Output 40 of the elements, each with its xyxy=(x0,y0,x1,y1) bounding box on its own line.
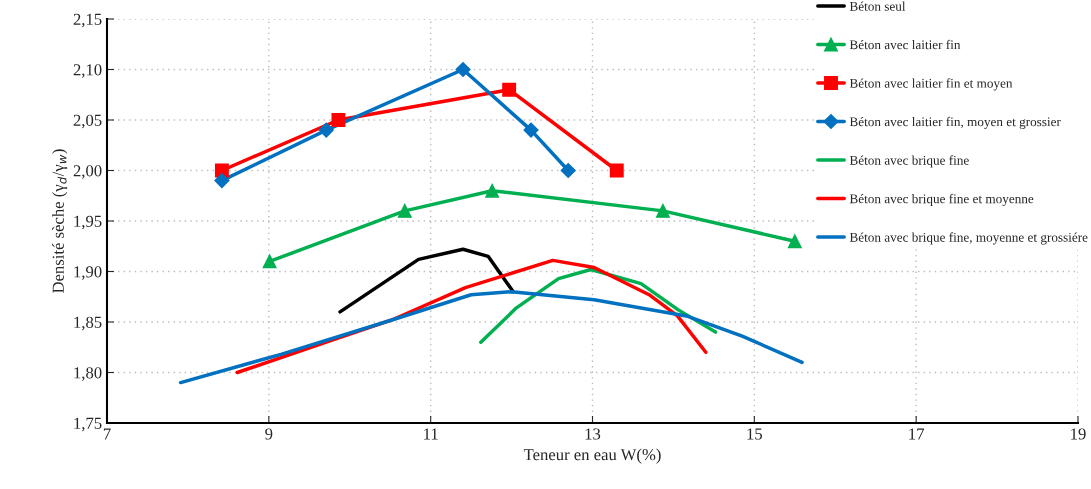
y-tick-label: 2,15 xyxy=(73,13,102,28)
point xyxy=(262,254,277,269)
legend-label: Béton avec laitier fin xyxy=(849,39,961,50)
x-tick-label: 13 xyxy=(585,428,601,440)
x-axis-title: Teneur en eau W(%) xyxy=(523,448,661,464)
point xyxy=(485,183,500,198)
legend-label: Béton avec laitier fin et moyen xyxy=(849,78,1013,91)
line-series xyxy=(338,247,515,314)
line-series xyxy=(178,289,804,385)
point xyxy=(397,203,412,218)
legend-label: Béton avec brique fine et moyenne xyxy=(849,193,1034,206)
point xyxy=(560,162,576,179)
x-tick-label: 11 xyxy=(424,428,438,440)
y-tick-label: 2,10 xyxy=(73,64,102,78)
y-tick-label: 1,75 xyxy=(74,417,102,432)
y-tick-label: 1,90 xyxy=(74,266,102,280)
x-tick-label: 7 xyxy=(103,428,111,440)
legend-label: Béton avec brique fine, moyenne et grossiére xyxy=(849,232,1088,245)
x-tick-label: 9 xyxy=(265,428,273,440)
point xyxy=(214,173,230,189)
point xyxy=(787,234,802,249)
y-tick-label: 1,80 xyxy=(74,367,102,381)
point xyxy=(318,122,334,138)
legend-label: Béton avec laitier fin, moyen et grossier xyxy=(849,116,1061,129)
y-axis-title: Densité sèche (γ$_{d}$/γ$_{w}$) xyxy=(52,149,68,294)
point xyxy=(523,122,539,138)
legend-label: Béton avec brique fine xyxy=(849,155,969,168)
legend-label: Béton seul xyxy=(849,1,906,11)
x-tick-label: 15 xyxy=(747,428,763,440)
x-tick-label: 19 xyxy=(1071,428,1086,440)
y-tick-label: 1,85 xyxy=(74,316,102,331)
y-tick-label: 2,00 xyxy=(73,165,102,179)
point xyxy=(609,163,624,178)
x-tick-label: 17 xyxy=(909,428,925,440)
point xyxy=(455,61,471,78)
point xyxy=(502,82,517,97)
y-tick-label: 2,05 xyxy=(73,114,102,129)
y-tick-label: 1,95 xyxy=(74,215,102,230)
point xyxy=(331,113,346,127)
point xyxy=(655,203,670,218)
